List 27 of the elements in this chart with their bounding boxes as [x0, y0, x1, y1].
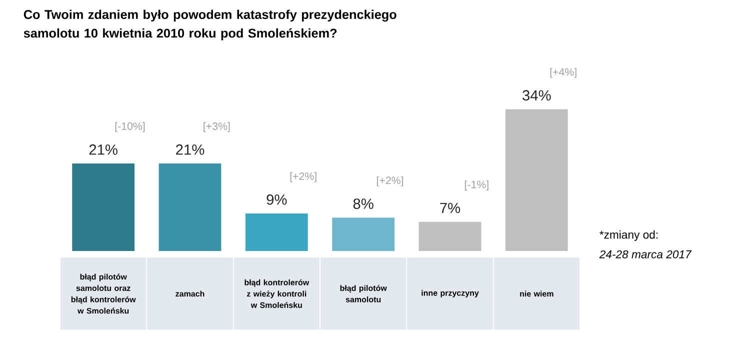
bar: [245, 213, 308, 251]
bar: [332, 218, 395, 251]
data-label: 34%: [522, 90, 551, 101]
annotation: [-10%]: [115, 122, 145, 132]
annotation: [-1%]: [464, 180, 488, 190]
data-label: 21%: [176, 144, 204, 155]
text: *zmiany od:: [600, 230, 658, 241]
data-label: 9%: [266, 194, 287, 205]
data-label: 21%: [89, 144, 118, 155]
bar: [418, 222, 482, 251]
data-label: 7%: [440, 202, 460, 214]
x-tick-label: błąd kontrolerów z wieży kontroli w Smoleńsku: [244, 279, 310, 308]
text: 24-28 marca 2017: [599, 250, 692, 258]
data-label: 8%: [353, 198, 374, 209]
x-tick-label: zamach: [176, 290, 204, 297]
annotation: [+2%]: [290, 172, 316, 182]
bar: [505, 109, 568, 251]
text: [+4%]: [550, 68, 576, 78]
x-tick-label: błąd pilotów samolotu oraz błąd kontrolerów w Smoleńsku: [71, 274, 136, 314]
bar: [158, 163, 222, 251]
x-tick-label: inne przyczyny: [422, 290, 479, 298]
bar: [72, 163, 135, 251]
annotation: [+2%]: [376, 176, 404, 186]
x-tick-label: błąd pilotów samolotu: [340, 285, 387, 302]
x-tick-label: nie wiem: [520, 290, 554, 297]
chart-title: Co Twoim zdaniem było powodem katastrofy prezydenckiego samolotu 10 kwietnia 2010 roku pod Smoleńskiem?: [24, 10, 396, 40]
annotation: [+3%]: [204, 122, 230, 132]
